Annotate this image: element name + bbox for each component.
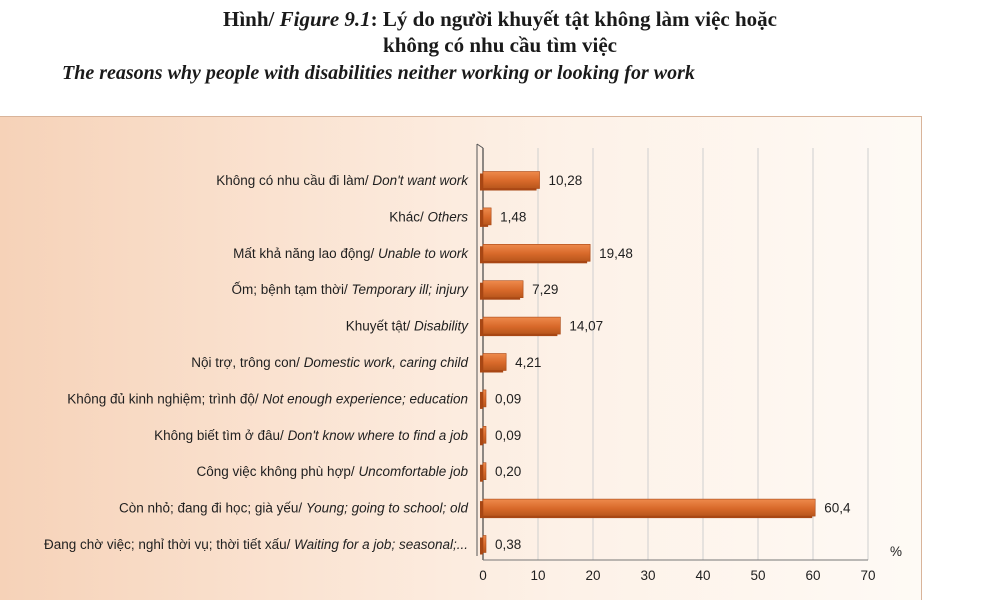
bar (482, 280, 524, 299)
category-label: Công việc không phù hợp/ Uncomfortable j… (196, 464, 468, 479)
category-label: Ốm; bệnh tạm thời/ Temporary ill; injury (232, 282, 470, 297)
category-label-vi: Công việc không phù hợp/ (196, 464, 358, 479)
bar (482, 425, 487, 444)
value-labels: 10,28 1,48 19,48 7,29 14,07 4,21 0,09 0,09 0,20 6… (495, 173, 851, 552)
category-label-en: Don't want work (372, 173, 469, 188)
value-label: 4,21 (515, 355, 541, 370)
value-label: 14,07 (569, 319, 603, 334)
unit-label: % (890, 544, 902, 559)
chart-title-vi-line2: không có nhu cầu tìm việc (383, 33, 617, 57)
x-tick-label: 10 (530, 568, 545, 583)
bar-shadow (480, 391, 483, 409)
category-label-en: Others (427, 209, 468, 224)
chart-title-block: Hình/ Figure 9.1: Lý do người khuyết tật… (0, 0, 1000, 86)
category-label-en: Unable to work (378, 246, 469, 261)
category-label: Không đủ kinh nghiệm; trình độ/ Not enou… (67, 391, 468, 406)
x-tick-label: 40 (695, 568, 710, 583)
category-label-en: Don't know where to find a job (288, 428, 469, 443)
x-tick-label: 30 (640, 568, 655, 583)
bar (482, 207, 492, 226)
chart-title-vi: Hình/ Figure 9.1: Lý do người khuyết tật… (0, 6, 1000, 32)
category-label-vi: Không có nhu cầu đi làm/ (216, 173, 372, 188)
value-label: 0,38 (495, 537, 521, 552)
x-tick-label: 70 (860, 568, 875, 583)
category-label-en: Waiting for a job; seasonal;... (294, 537, 468, 552)
category-label: Khác/ Others (389, 209, 468, 224)
category-label: Nội trợ, trông con/ Domestic work, carin… (191, 355, 468, 370)
bars (480, 171, 816, 555)
bar (482, 535, 487, 553)
category-label-vi: Không đủ kinh nghiệm; trình độ/ (67, 391, 262, 406)
y-axis-depth-cap (476, 143, 484, 149)
category-label-en: Temporary ill; injury (351, 282, 469, 297)
x-tick-label: 20 (585, 568, 600, 583)
category-label-en: Domestic work, caring child (304, 355, 469, 370)
x-tick-label: 50 (750, 568, 765, 583)
category-label: Không biết tìm ở đâu/ Don't know where t… (154, 428, 468, 443)
title-figure: Figure 9.1 (279, 7, 371, 31)
category-label-vi: Khuyết tật/ (346, 319, 414, 334)
category-label-en: Uncomfortable job (358, 464, 468, 479)
bar (482, 353, 507, 371)
bar-shadow (480, 428, 483, 446)
category-label-vi: Không biết tìm ở đâu/ (154, 428, 287, 443)
category-label-vi: Ốm; bệnh tạm thời/ (232, 282, 352, 297)
x-tick-label: 0 (479, 568, 487, 583)
category-label-vi: Mất khả năng lao động/ (233, 246, 378, 261)
bar (482, 316, 561, 335)
x-tick-label: 60 (805, 568, 820, 583)
grid-lines (476, 143, 869, 561)
value-label: 60,4 (824, 501, 851, 516)
category-label: Khuyết tật/ Disability (346, 319, 470, 334)
category-label-vi: Đang chờ việc; nghỉ thời vụ; thời tiết x… (44, 537, 294, 552)
category-label-en: Young; going to school; old (306, 501, 469, 516)
category-label-en: Disability (414, 319, 469, 334)
category-label: Không có nhu cầu đi làm/ Don't want work (216, 173, 469, 188)
bar (482, 462, 487, 481)
value-label: 0,09 (495, 428, 521, 443)
value-label: 7,29 (532, 282, 558, 297)
bar-shadow (480, 537, 483, 555)
chart-panel (0, 116, 922, 600)
category-label: Đang chờ việc; nghỉ thời vụ; thời tiết x… (44, 537, 468, 552)
value-label: 19,48 (599, 246, 633, 261)
title-prefix: Hình/ (223, 7, 280, 31)
value-label: 0,09 (495, 391, 521, 406)
value-label: 0,20 (495, 464, 521, 479)
category-label-vi: Khác/ (389, 209, 427, 224)
category-label-vi: Nội trợ, trông con/ (191, 355, 303, 370)
bar-shadow (480, 464, 483, 482)
category-label: Còn nhỏ; đang đi học; già yếu/ Young; go… (119, 501, 469, 516)
x-tick-labels: 0 10 20 30 40 50 60 70 (479, 568, 875, 583)
value-label: 10,28 (549, 173, 583, 188)
category-label-vi: Còn nhỏ; đang đi học; già yếu/ (119, 501, 306, 516)
bar (482, 171, 540, 189)
value-label: 1,48 (500, 209, 526, 224)
bar (482, 389, 487, 408)
category-labels: Không có nhu cầu đi làm/ Don't want work… (44, 173, 469, 552)
bar (482, 244, 591, 262)
chart-title-en: The reasons why people with disabilities… (62, 62, 695, 84)
bar (482, 498, 816, 517)
category-label: Mất khả năng lao động/ Unable to work (233, 246, 469, 261)
category-label-en: Not enough experience; education (262, 391, 468, 406)
title-rest: : Lý do người khuyết tật không làm việc … (370, 7, 777, 31)
